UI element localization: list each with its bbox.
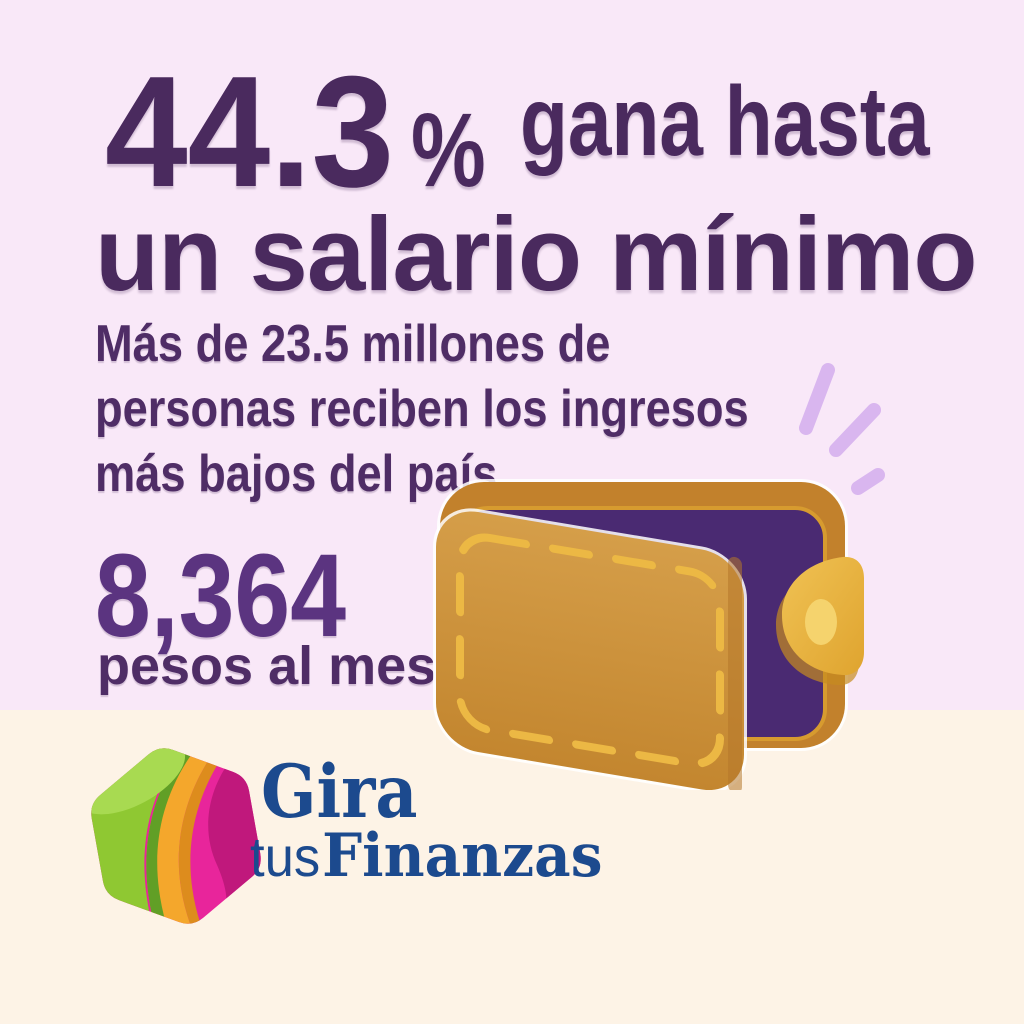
logo-word-gira: Gira	[261, 749, 418, 835]
wallet-clasp	[776, 556, 864, 686]
subtitle-line-1: Más de 23.5 millones de	[95, 315, 611, 373]
subtitle-line-3: más bajos del país.	[95, 445, 510, 503]
subtitle-line-2: personas reciben los ingresos	[95, 380, 749, 438]
stat-label: pesos al mes	[97, 636, 437, 696]
logo-word-tus: tus	[250, 825, 321, 888]
gira-hexagon-logo-icon	[91, 748, 261, 924]
headline-stat-number: 44.3	[105, 44, 395, 220]
subtitle-paragraph: Más de 23.5 millones de personas reciben…	[95, 312, 749, 507]
sparkle-dashes-icon	[799, 363, 885, 495]
logo-word-line2: tusFinanzas	[250, 826, 602, 886]
stat-amount: 8,364	[95, 530, 347, 662]
logo-word-finanzas: Finanzas	[322, 821, 603, 891]
headline-line2-text: un salario mínimo	[95, 196, 977, 313]
wallet-icon	[433, 363, 885, 790]
percent-sign: %	[411, 92, 486, 209]
headline-line1-text: gana hasta	[520, 66, 930, 176]
